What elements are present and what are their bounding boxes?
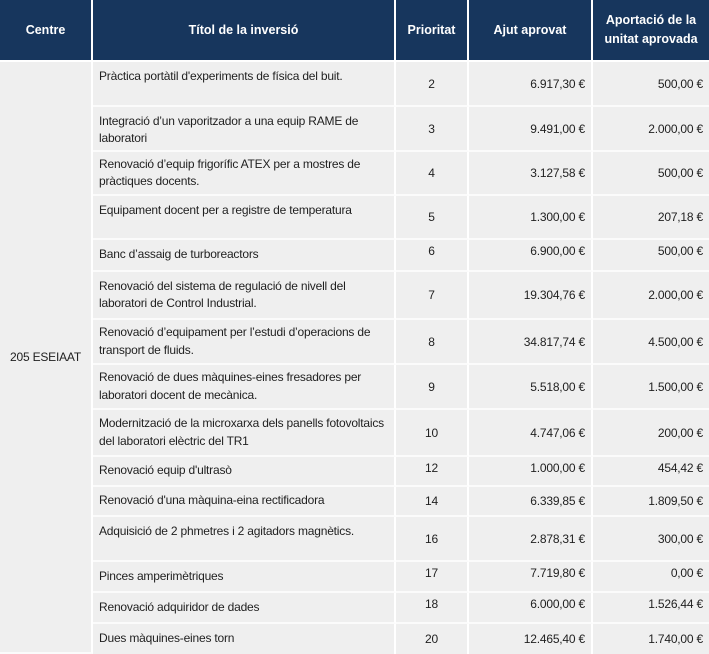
unit-contribution-cell: 1.526,44 € <box>593 593 709 624</box>
approved-aid-cell: 6.000,00 € <box>469 593 593 624</box>
investment-title-cell: Renovació d’equip frigorífic ATEX per a … <box>93 152 396 196</box>
header-unit-contribution: Aportació de la unitat aprovada <box>593 0 709 62</box>
table-row: Adquisició de 2 phmetres i 2 agitadors m… <box>0 517 709 562</box>
header-approved-aid: Ajut aprovat <box>469 0 593 62</box>
header-row: Centre Títol de la inversió Prioritat Aj… <box>0 0 709 62</box>
investment-title-cell: Dues màquines-eines torn <box>93 624 396 654</box>
approved-aid-cell: 6.917,30 € <box>469 62 593 107</box>
investment-title-cell: Banc d’assaig de turboreactors <box>93 240 396 272</box>
approved-aid-cell: 5.518,00 € <box>469 365 593 410</box>
investment-title-cell: Renovació de dues màquines-eines fresado… <box>93 365 396 410</box>
unit-contribution-cell: 207,18 € <box>593 196 709 240</box>
priority-cell: 20 <box>396 624 469 654</box>
table-row: Renovació de dues màquines-eines fresado… <box>0 365 709 410</box>
table-row: Modernització de la microxarxa dels pane… <box>0 410 709 457</box>
unit-contribution-cell: 4.500,00 € <box>593 320 709 365</box>
priority-cell: 7 <box>396 272 469 320</box>
table-row: Renovació d’equip frigorífic ATEX per a … <box>0 152 709 196</box>
priority-cell: 18 <box>396 593 469 624</box>
investment-title-cell: Pinces amperimètriques <box>93 562 396 593</box>
unit-contribution-cell: 2.000,00 € <box>593 107 709 152</box>
investment-title-cell: Modernització de la microxarxa dels pane… <box>93 410 396 457</box>
priority-cell: 2 <box>396 62 469 107</box>
priority-cell: 10 <box>396 410 469 457</box>
priority-cell: 14 <box>396 487 469 517</box>
table-row: Equipament docent per a registre de temp… <box>0 196 709 240</box>
approved-aid-cell: 1.000,00 € <box>469 457 593 487</box>
priority-cell: 4 <box>396 152 469 196</box>
unit-contribution-cell: 500,00 € <box>593 240 709 272</box>
approved-aid-cell: 12.465,40 € <box>469 624 593 654</box>
priority-cell: 17 <box>396 562 469 593</box>
unit-contribution-cell: 454,42 € <box>593 457 709 487</box>
approved-aid-cell: 2.878,31 € <box>469 517 593 562</box>
approved-aid-cell: 1.300,00 € <box>469 196 593 240</box>
investment-title-cell: Adquisició de 2 phmetres i 2 agitadors m… <box>93 517 396 562</box>
unit-contribution-cell: 500,00 € <box>593 152 709 196</box>
table-row: Banc d’assaig de turboreactors 6 6.900,0… <box>0 240 709 272</box>
approved-aid-cell: 7.719,80 € <box>469 562 593 593</box>
unit-contribution-cell: 500,00 € <box>593 62 709 107</box>
table-body: 205 ESEIAAT Pràctica portàtil d'experimen… <box>0 62 709 654</box>
priority-cell: 16 <box>396 517 469 562</box>
header-centre: Centre <box>0 0 93 62</box>
approved-aid-cell: 6.339,85 € <box>469 487 593 517</box>
table-header: Centre Títol de la inversió Prioritat Aj… <box>0 0 709 62</box>
unit-contribution-cell: 1.500,00 € <box>593 365 709 410</box>
unit-contribution-cell: 0,00 € <box>593 562 709 593</box>
unit-contribution-cell: 300,00 € <box>593 517 709 562</box>
header-investment-title: Títol de la inversió <box>93 0 396 62</box>
investment-title-cell: Renovació del sistema de regulació de ni… <box>93 272 396 320</box>
table-row: 205 ESEIAAT Pràctica portàtil d'experimen… <box>0 62 709 654</box>
priority-cell: 9 <box>396 365 469 410</box>
unit-contribution-cell: 1.740,00 € <box>593 624 709 654</box>
priority-cell: 3 <box>396 107 469 152</box>
unit-contribution-cell: 200,00 € <box>593 410 709 457</box>
priority-cell: 12 <box>396 457 469 487</box>
centre-cell: 205 ESEIAAT <box>0 62 93 654</box>
table-row: Renovació adquiridor de dades 18 6.000,0… <box>0 593 709 624</box>
investment-title-cell: Renovació d'una màquina-eina rectificado… <box>93 487 396 517</box>
approved-aid-cell: 9.491,00 € <box>469 107 593 152</box>
table-row: Renovació d'una màquina-eina rectificado… <box>0 487 709 517</box>
investment-title-cell: Renovació adquiridor de dades <box>93 593 396 624</box>
priority-cell: 8 <box>396 320 469 365</box>
table-row: Dues màquines-eines torn 20 12.465,40 € … <box>0 624 709 654</box>
investment-title-cell: Renovació d’equipament per l’estudi d’op… <box>93 320 396 365</box>
approved-aid-cell: 6.900,00 € <box>469 240 593 272</box>
priority-cell: 6 <box>396 240 469 272</box>
table-row: Renovació del sistema de regulació de ni… <box>0 272 709 320</box>
unit-contribution-cell: 1.809,50 € <box>593 487 709 517</box>
table-row: Pinces amperimètriques 17 7.719,80 € 0,0… <box>0 562 709 593</box>
investment-title-cell: Pràctica portàtil d'experiments de físic… <box>93 62 396 107</box>
header-priority: Prioritat <box>396 0 469 62</box>
approved-aid-cell: 34.817,74 € <box>469 320 593 365</box>
table-row: Integració d’un vaporitzador a una equip… <box>0 107 709 152</box>
priority-cell: 5 <box>396 196 469 240</box>
table-row: Renovació d’equipament per l’estudi d’op… <box>0 320 709 365</box>
investment-title-cell: Renovació equip d'ultrasò <box>93 457 396 487</box>
approved-aid-cell: 19.304,76 € <box>469 272 593 320</box>
approved-aid-cell: 3.127,58 € <box>469 152 593 196</box>
approved-aid-cell: 4.747,06 € <box>469 410 593 457</box>
investment-title-cell: Integració d’un vaporitzador a una equip… <box>93 107 396 152</box>
unit-contribution-cell: 2.000,00 € <box>593 272 709 320</box>
investment-title-cell: Equipament docent per a registre de temp… <box>93 196 396 240</box>
table-row: Renovació equip d'ultrasò 12 1.000,00 € … <box>0 457 709 487</box>
